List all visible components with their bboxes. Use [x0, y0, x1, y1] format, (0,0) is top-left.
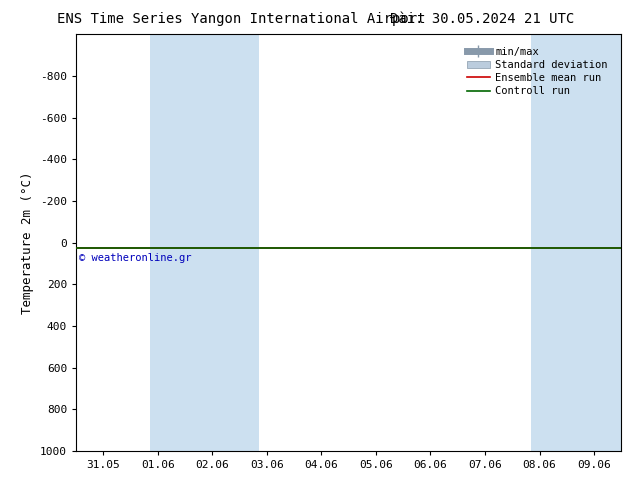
Text: ENS Time Series Yangon International Airport: ENS Time Series Yangon International Air… — [56, 12, 425, 26]
Y-axis label: Temperature 2m (°C): Temperature 2m (°C) — [22, 172, 34, 314]
Bar — [531, 34, 586, 451]
Text: © weatheronline.gr: © weatheronline.gr — [79, 253, 191, 263]
Text: Đài. 30.05.2024 21 UTC: Đài. 30.05.2024 21 UTC — [390, 12, 574, 26]
Bar — [150, 34, 204, 451]
Bar — [204, 34, 259, 451]
Legend: min/max, Standard deviation, Ensemble mean run, Controll run: min/max, Standard deviation, Ensemble me… — [464, 44, 611, 99]
Bar — [586, 34, 621, 451]
